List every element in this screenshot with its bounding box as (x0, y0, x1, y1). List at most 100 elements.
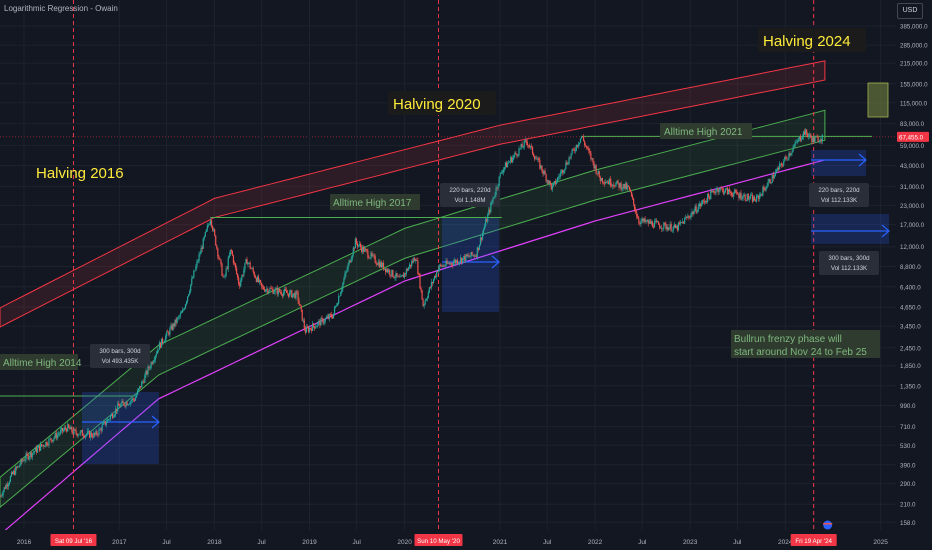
candle-body (395, 273, 397, 278)
candle-body (10, 472, 13, 477)
candle-body (408, 264, 411, 268)
candle-body (143, 381, 145, 383)
candle-body (183, 308, 186, 310)
chart-title: Logarithmic Regression - Owain (4, 4, 118, 13)
candle-body (353, 247, 355, 249)
candle-body (67, 424, 69, 432)
candle-body (713, 190, 715, 193)
measure-tooltip (90, 344, 150, 368)
candle-body (623, 184, 625, 189)
measure-boxes[interactable]: 300 bars, 300d Vol 493.435K 220 bars, 220d… (82, 150, 890, 464)
candle-body (684, 218, 686, 224)
candle-body (205, 229, 207, 232)
candle-body (554, 181, 557, 185)
candle-body (176, 317, 178, 323)
candle-body (156, 350, 158, 354)
candle-body (799, 136, 801, 141)
candle-body (495, 187, 497, 195)
price-tick-label: 59,000.0 (900, 143, 925, 150)
candle-body (166, 331, 168, 336)
candle-body (740, 192, 742, 200)
candle-body (153, 360, 155, 362)
candle-body (126, 402, 128, 406)
candle-body (777, 167, 780, 170)
candle-body (53, 437, 55, 440)
candle-body (54, 433, 56, 438)
candle-body (790, 153, 792, 156)
halving-lines (72, 0, 815, 530)
candle-body (423, 304, 425, 307)
candle-body (752, 196, 755, 202)
candle-body (382, 262, 385, 270)
candle-body (256, 276, 259, 282)
candle-body (723, 192, 725, 194)
currency-button[interactable]: USD (897, 3, 923, 19)
candle-body (26, 453, 28, 455)
measure-tooltip-line2: Vol 1.148M (455, 197, 486, 204)
candle-body (552, 183, 554, 186)
candle-body (199, 253, 201, 255)
candle-body (598, 171, 600, 178)
candle-body (5, 484, 7, 489)
candle-body (229, 249, 231, 256)
candle-body (659, 224, 661, 228)
candle-body (658, 221, 660, 225)
candle-body (644, 218, 646, 223)
candle-body (301, 309, 303, 321)
candle-body (352, 247, 354, 256)
candle-body (739, 192, 741, 198)
candle-body (765, 187, 767, 191)
candle-body (240, 280, 242, 287)
candle-body (444, 265, 446, 267)
candle-body (217, 248, 219, 257)
candle-body (544, 170, 546, 175)
candle-body (802, 131, 805, 138)
candle-body (45, 441, 47, 447)
candle-body (763, 187, 765, 190)
candle-body (474, 255, 476, 257)
price-axis[interactable]: 385,000.0 285,000.0 215,000.0 155,000.0 115,… (896, 0, 932, 550)
candle-body (470, 252, 472, 257)
candle-body (636, 212, 638, 217)
candle-body (464, 255, 466, 261)
candle-body (299, 304, 301, 306)
candle-body (451, 264, 453, 266)
candle-body (669, 224, 671, 228)
chart-annotations: Halving 2016 Halving 2020 Halving 2024 Allt… (0, 28, 889, 370)
candle-body (561, 169, 563, 173)
candle-body (651, 221, 653, 227)
candle-body (117, 403, 119, 412)
price-tick-label: 4,650.0 (900, 305, 921, 312)
candle-body (810, 134, 812, 138)
candle-body (145, 370, 147, 376)
candle-body (405, 269, 408, 275)
candle-body (283, 289, 286, 293)
candle-body (573, 149, 575, 151)
candle-body (214, 229, 216, 236)
candle-body (112, 416, 115, 418)
candle-body (196, 261, 198, 266)
candle-body (513, 155, 515, 158)
measure-2020-arrowhead (491, 255, 500, 269)
candle-body (773, 176, 775, 179)
candle-body (518, 148, 520, 156)
candle-body (588, 148, 590, 151)
candle-body (585, 145, 587, 146)
candle-body (748, 198, 750, 200)
candle-body (628, 186, 631, 191)
candle-body (643, 218, 645, 222)
candle-body (702, 200, 705, 202)
candle-body (481, 233, 484, 240)
price-tick-label: 115,000.0 (900, 100, 928, 107)
candle-body (136, 390, 139, 395)
chart-grid (0, 0, 896, 530)
candle-body (571, 149, 573, 154)
bullrun-note-line1: Bullrun frenzy phase will (734, 334, 842, 345)
candle-body (401, 274, 403, 277)
candle-body (16, 467, 18, 468)
candle-body (397, 276, 399, 277)
candle-body (52, 439, 54, 442)
time-axis[interactable]: 2016 2017 Jul 2018 Jul 2019 Jul 2020 2021 Jul 2022… (0, 520, 932, 550)
candle-body (85, 434, 88, 436)
